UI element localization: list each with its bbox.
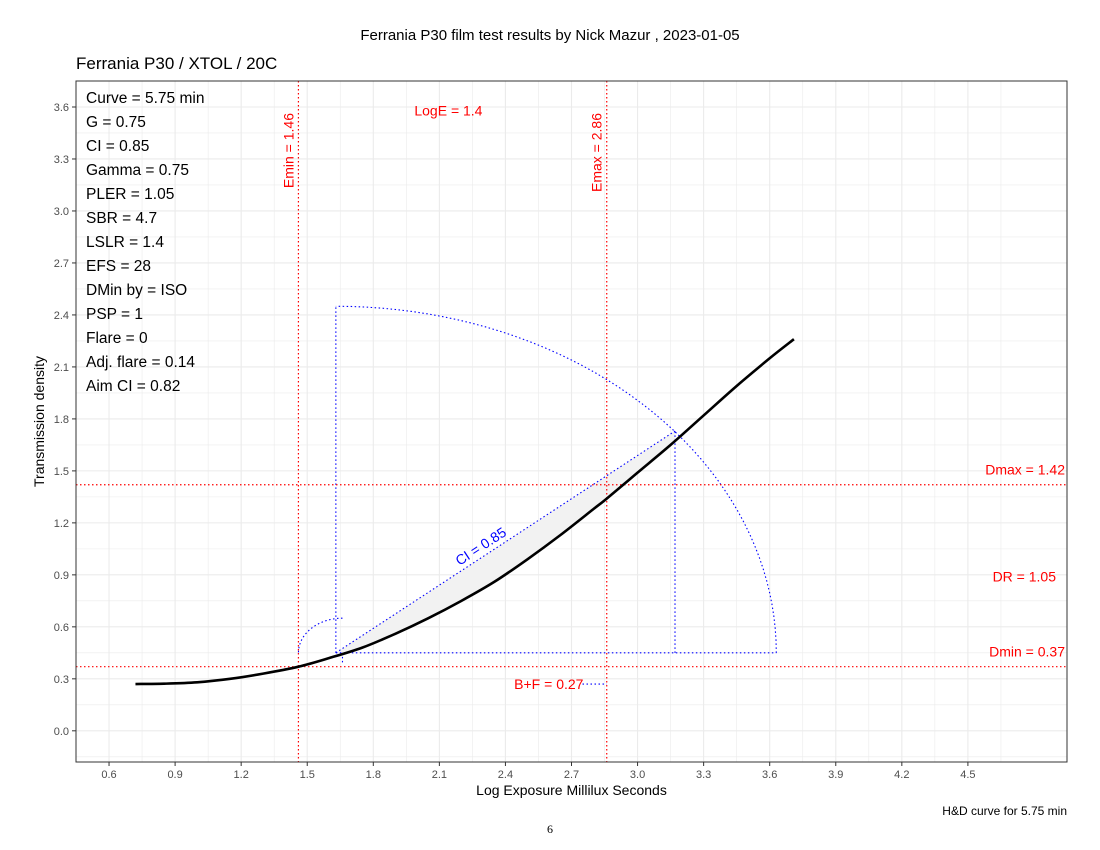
y-tick-label: 3.6 (54, 102, 69, 114)
x-tick-label: 1.5 (300, 769, 315, 781)
x-axis-label: Log Exposure Millilux Seconds (476, 782, 667, 798)
stat-line: DMin by = ISO (86, 282, 188, 299)
y-tick-label: 1.8 (54, 414, 69, 426)
stat-line: Curve = 5.75 min (86, 90, 205, 107)
y-tick-label: 1.5 (54, 466, 69, 478)
x-tick-label: 3.9 (828, 769, 843, 781)
stat-line: Aim CI = 0.82 (86, 378, 181, 395)
dr-label: DR = 1.05 (993, 569, 1057, 585)
construction-layer (297, 305, 777, 685)
horizontal-line-label: Dmin = 0.37 (989, 644, 1065, 660)
curve-layer (135, 338, 795, 686)
stat-line: LSLR = 1.4 (86, 234, 164, 251)
y-tick-label: 2.7 (54, 258, 69, 270)
x-tick-label: 0.9 (167, 769, 182, 781)
x-tick-label: 3.6 (762, 769, 777, 781)
x-tick-label: 0.6 (101, 769, 116, 781)
stat-line: Gamma = 0.75 (86, 162, 189, 179)
y-tick-label: 0.3 (54, 674, 69, 686)
x-tick-label: 4.2 (894, 769, 909, 781)
x-tick-label: 2.1 (432, 769, 447, 781)
x-tick-label: 1.8 (366, 769, 381, 781)
reference-lines-layer (76, 81, 1067, 762)
axis-layer: 0.6 0.9 1.2 1.5 1.8 2.1 2.4 2.7 3.0 3.3 3.6 3.9 4.2 4… (31, 80, 1068, 798)
ci-arc (335, 305, 777, 653)
y-tick-label: 3.3 (54, 154, 69, 166)
vertical-line-label: Emin = 1.46 (280, 113, 296, 188)
shade-layer (335, 431, 676, 653)
x-tick-label: 3.0 (630, 769, 645, 781)
stat-line: PLER = 1.05 (86, 186, 175, 203)
page-number: 6 (547, 822, 553, 836)
x-tick-label: 4.5 (960, 769, 975, 781)
x-tick-label: 2.4 (498, 769, 513, 781)
bf-label: B+F = 0.27 (514, 676, 583, 692)
x-tick-label: 3.3 (696, 769, 711, 781)
y-tick-label: 2.1 (54, 362, 69, 374)
y-tick-label: 2.4 (54, 310, 69, 322)
ci-shaded-area (335, 431, 676, 653)
chart-title: Ferrania P30 film test results by Nick M… (360, 27, 740, 44)
y-axis-label: Transmission density (31, 356, 47, 487)
stat-line: EFS = 28 (86, 258, 152, 275)
stat-line: G = 0.75 (86, 114, 146, 131)
loge-label: LogE = 1.4 (414, 102, 482, 118)
hd-curve (135, 338, 795, 686)
x-tick-label: 1.2 (234, 769, 249, 781)
small-arc (297, 617, 343, 653)
stats-panel: Curve = 5.75 min G = 0.75 CI = 0.85 Gamm… (86, 89, 204, 401)
stat-line: Adj. flare = 0.14 (86, 354, 195, 371)
y-tick-label: 0.0 (54, 726, 69, 738)
chart-subtitle: Ferrania P30 / XTOL / 20C (76, 54, 278, 73)
y-tick-label: 3.0 (54, 206, 69, 218)
grid-layer (75, 80, 1068, 762)
x-tick-label: 2.7 (564, 769, 579, 781)
stat-line: CI = 0.85 (86, 138, 150, 155)
stat-line: Flare = 0 (86, 330, 148, 347)
horizontal-line-label: Dmax = 1.42 (985, 462, 1065, 478)
stat-line: PSP = 1 (86, 306, 144, 323)
vertical-line-label: Emax = 2.86 (589, 113, 605, 192)
y-tick-label: 0.9 (54, 570, 69, 582)
stat-line: SBR = 4.7 (86, 210, 158, 227)
y-tick-label: 0.6 (54, 622, 69, 634)
chart-caption: H&D curve for 5.75 min (942, 804, 1067, 818)
y-tick-label: 1.2 (54, 518, 69, 530)
